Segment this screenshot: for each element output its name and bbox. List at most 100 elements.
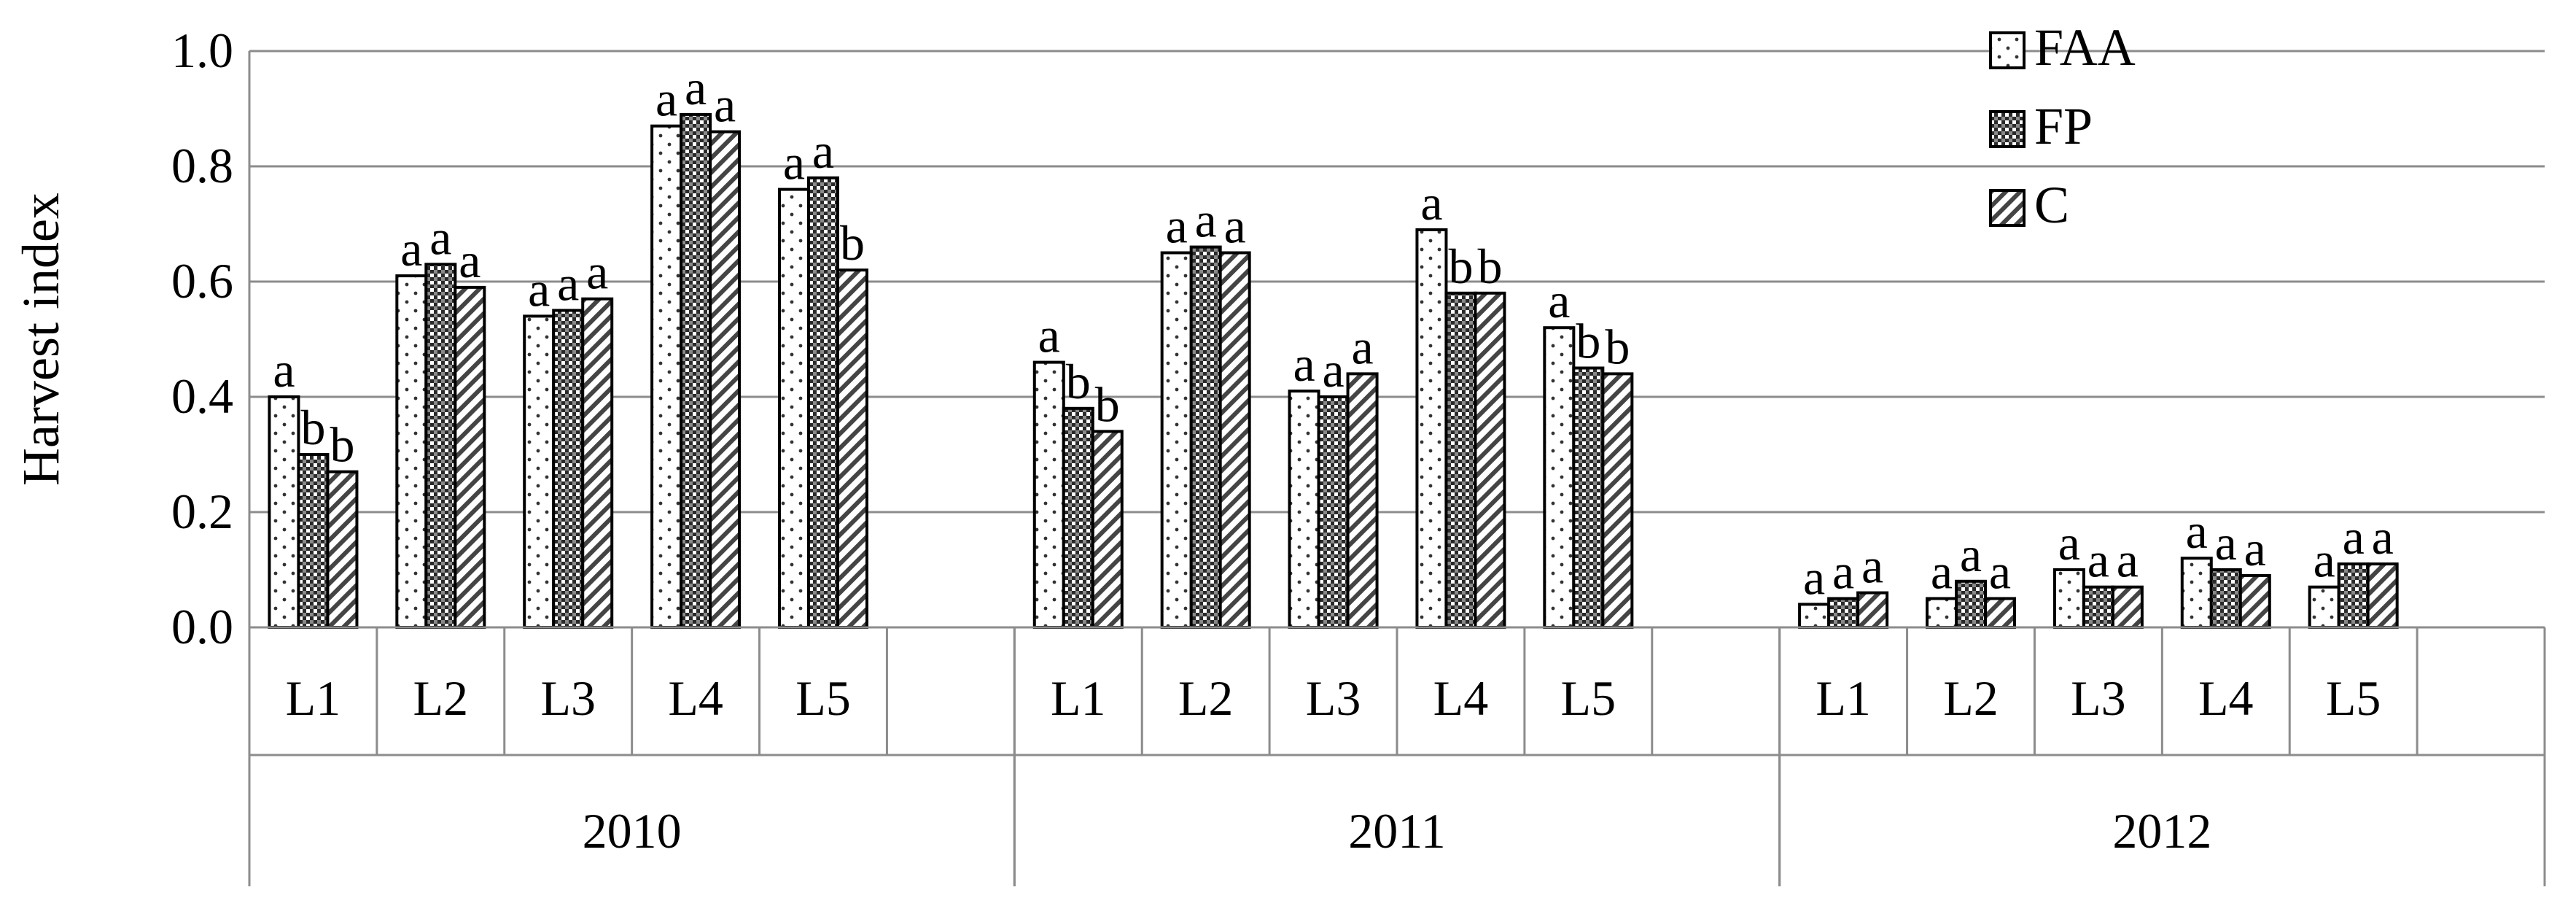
significance-label: a xyxy=(459,233,480,288)
y-tick-label: 0.2 xyxy=(171,484,233,539)
y-tick-label: 0.4 xyxy=(171,368,233,424)
significance-label: a xyxy=(1803,549,1825,605)
bars xyxy=(268,112,2399,630)
significance-label: a xyxy=(400,221,422,276)
significance-label: a xyxy=(685,60,707,115)
bar-2010-L3-FAA xyxy=(523,314,556,629)
significance-label: a xyxy=(2215,515,2237,570)
bar-2011-L1-C xyxy=(1091,430,1124,630)
category-label: L1 xyxy=(286,670,341,726)
significance-label: a xyxy=(2186,503,2208,559)
significance-label: a xyxy=(1166,198,1188,254)
significance-label: a xyxy=(1195,193,1217,248)
significance-label: b xyxy=(330,417,354,473)
bar-2010-L3-C xyxy=(581,297,614,629)
bar-2011-L4-FP xyxy=(1444,291,1477,629)
significance-label: a xyxy=(2058,515,2080,570)
legend-swatch-FP xyxy=(1989,110,2026,148)
bar-2011-L3-FAA xyxy=(1288,390,1320,629)
category-label: L2 xyxy=(1943,670,1999,726)
bar-2010-L2-C xyxy=(454,285,486,629)
category-label: L1 xyxy=(1051,670,1106,726)
significance-label: a xyxy=(2314,533,2335,588)
bar-2010-L4-C xyxy=(709,130,742,630)
significance-label: a xyxy=(783,135,805,190)
bar-2010-L5-C xyxy=(836,268,868,629)
significance-label: a xyxy=(1931,544,1953,600)
significance-label: a xyxy=(1322,342,1344,398)
significance-label: a xyxy=(1989,544,2011,600)
year-label: 2010 xyxy=(583,803,682,859)
bar-2011-L1-FP xyxy=(1062,406,1094,629)
year-label: 2012 xyxy=(2112,803,2211,859)
category-label: L4 xyxy=(1433,670,1489,726)
significance-label: a xyxy=(2117,533,2139,588)
bar-2012-L1-C xyxy=(1856,591,1889,629)
bar-2012-L5-FAA xyxy=(2308,585,2340,630)
y-tick-label: 0.8 xyxy=(171,138,233,193)
significance-label: a xyxy=(1548,273,1570,328)
significance-label: b xyxy=(1448,239,1473,294)
category-label: L4 xyxy=(668,670,723,726)
significance-label: a xyxy=(2087,533,2109,588)
bar-2011-L2-FAA xyxy=(1160,251,1193,629)
significance-label: a xyxy=(1351,319,1373,374)
significance-label: a xyxy=(557,256,579,311)
bar-2012-L1-FP xyxy=(1827,597,1860,629)
bar-2011-L5-C xyxy=(1601,372,1634,630)
bar-2012-L3-C xyxy=(2111,585,2144,630)
significance-label: b xyxy=(1477,239,1502,294)
bar-2012-L5-FP xyxy=(2337,562,2370,629)
legend: FAA FP C xyxy=(1989,18,2136,234)
bar-2010-L1-FP xyxy=(297,453,330,629)
significance-label: a xyxy=(1960,527,1982,582)
category-label: L2 xyxy=(413,670,469,726)
significance-label: a xyxy=(1038,308,1060,363)
significance-label: b xyxy=(1066,354,1091,409)
bar-2011-L2-FP xyxy=(1189,245,1222,630)
legend-swatch-C xyxy=(1989,189,2026,227)
significance-label: a xyxy=(273,342,295,398)
significance-label: a xyxy=(586,244,608,300)
significance-label: b xyxy=(1095,376,1120,432)
bar-2012-L3-FAA xyxy=(2052,568,2085,629)
bar-2012-L4-C xyxy=(2238,573,2271,630)
bar-2010-L3-FP xyxy=(552,309,585,629)
bar-2010-L1-FAA xyxy=(268,395,300,629)
y-axis-ticks: 0.0 0.2 0.4 0.6 0.8 1.0 xyxy=(171,23,233,654)
bar-2012-L4-FP xyxy=(2209,568,2242,629)
category-label: L5 xyxy=(1561,670,1616,726)
significance-label: b xyxy=(1605,319,1630,374)
significance-label: a xyxy=(714,77,736,133)
bar-2011-L1-FAA xyxy=(1032,360,1065,629)
bar-2011-L4-C xyxy=(1474,291,1506,629)
bar-2012-L2-C xyxy=(1984,597,2016,629)
bar-2012-L3-FP xyxy=(2082,585,2114,630)
significance-label: a xyxy=(1832,544,1854,600)
bar-2010-L1-C xyxy=(326,470,359,630)
significance-label: a xyxy=(429,209,451,265)
bar-2011-L4-FAA xyxy=(1415,228,1448,629)
y-tick-label: 1.0 xyxy=(171,23,233,78)
significance-label: b xyxy=(300,400,325,455)
bar-2010-L5-FAA xyxy=(778,187,810,630)
category-label: L5 xyxy=(2326,670,2381,726)
significance-label: a xyxy=(1293,336,1315,392)
significance-label: a xyxy=(2343,509,2365,565)
category-label: L3 xyxy=(540,670,596,726)
significance-label: b xyxy=(840,215,865,271)
bar-2011-L5-FP xyxy=(1572,366,1605,629)
y-tick-label: 0.0 xyxy=(171,599,233,654)
bar-2012-L4-FAA xyxy=(2180,557,2213,630)
significance-label: a xyxy=(1224,198,1246,254)
bar-2012-L5-C xyxy=(2366,562,2399,629)
significance-label: a xyxy=(2244,521,2266,576)
bar-2011-L3-C xyxy=(1346,372,1379,630)
significance-label: a xyxy=(528,261,550,317)
y-tick-label: 0.6 xyxy=(171,253,233,309)
bar-2010-L5-FP xyxy=(807,176,839,630)
legend-label: C xyxy=(2034,176,2069,234)
x-axis: L1 L2 L3 L4 L5 2010 L1 L2 L3 L4 L5 2011 L1 L2 L3 L4 L5 20… xyxy=(248,51,2546,886)
